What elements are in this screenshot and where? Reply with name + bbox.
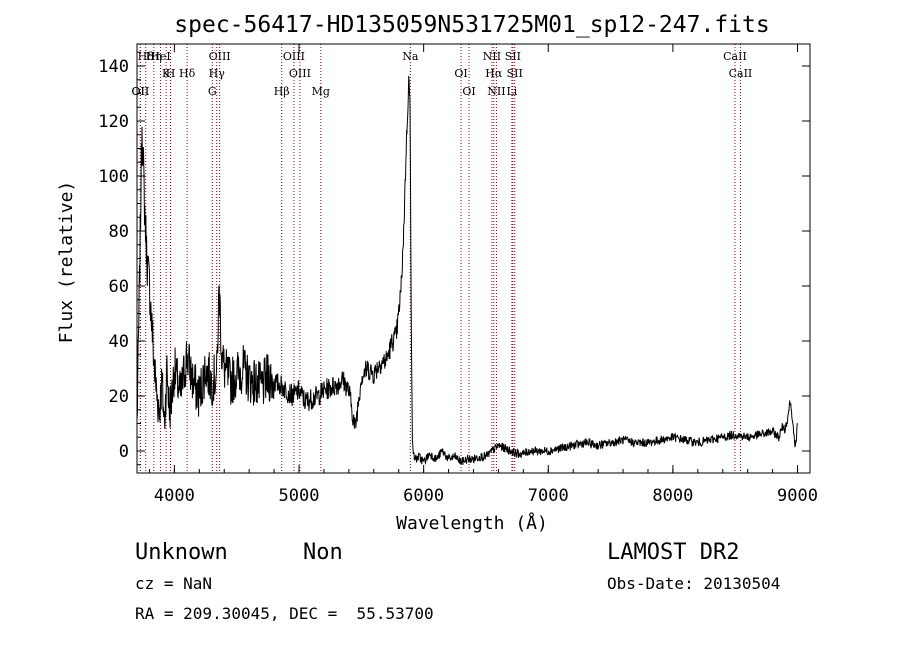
obs-date: Obs-Date: 20130504 bbox=[607, 574, 781, 593]
line-label: Hη bbox=[146, 50, 162, 63]
spectrum-series bbox=[136, 75, 798, 466]
x-tick-label: 6000 bbox=[403, 486, 444, 506]
y-tick-label: 100 bbox=[98, 167, 129, 187]
x-tick-label: 4000 bbox=[154, 486, 195, 506]
line-label: NII bbox=[483, 50, 501, 63]
line-label: G bbox=[208, 85, 217, 98]
y-tick-label: 20 bbox=[109, 387, 129, 407]
line-label: OI bbox=[454, 67, 467, 80]
line-label: HeI bbox=[150, 50, 170, 63]
y-tick-label: 60 bbox=[109, 277, 129, 297]
spectrum-line bbox=[136, 75, 798, 466]
object-class: Unknown bbox=[135, 540, 228, 565]
line-label: Hδ bbox=[179, 67, 196, 80]
line-label: CaII bbox=[723, 50, 747, 63]
line-label: Hβ bbox=[274, 85, 290, 98]
line-label: OIII bbox=[289, 67, 311, 80]
line-label: OII bbox=[132, 85, 150, 98]
y-axis-label: Flux (relative) bbox=[56, 181, 77, 344]
survey-name: LAMOST DR2 bbox=[607, 540, 740, 565]
x-tick-label: 9000 bbox=[777, 486, 818, 506]
y-tick-label: 0 bbox=[119, 442, 129, 462]
line-label: SII bbox=[507, 67, 523, 80]
x-tick-label: 5000 bbox=[279, 486, 320, 506]
line-label: Hα bbox=[485, 67, 503, 80]
y-axis-ticks: 0 20 40 60 80 100 120 140 bbox=[98, 51, 810, 466]
x-tick-label: 7000 bbox=[528, 486, 569, 506]
line-label: Li bbox=[506, 85, 517, 98]
plot-frame bbox=[136, 43, 811, 474]
y-tick-label: 80 bbox=[109, 222, 129, 242]
coordinates: RA = 209.30045, DEC = 55.53700 bbox=[135, 604, 434, 623]
line-label: Hδ bbox=[138, 50, 155, 63]
line-label: OII bbox=[132, 85, 150, 98]
y-tick-label: 120 bbox=[98, 112, 129, 132]
line-label: OI bbox=[462, 85, 475, 98]
object-subclass: Non bbox=[303, 540, 343, 565]
line-label: OIII bbox=[209, 50, 231, 63]
line-label: SII bbox=[505, 50, 521, 63]
line-label: Hγ bbox=[209, 67, 226, 80]
chart-title: spec-56417-HD135059N531725M01_sp12-247.f… bbox=[174, 12, 769, 38]
line-label: H bbox=[166, 67, 176, 80]
line-label: OIII bbox=[283, 50, 305, 63]
line-label: CaII bbox=[729, 67, 753, 80]
x-tick-label: 8000 bbox=[652, 486, 693, 506]
spectral-line-markers: HδKOIIHeIHδOIIHηHGOIIIHγHβOIIIOIIIMgNaOI… bbox=[132, 44, 753, 473]
line-label: Mg bbox=[312, 85, 330, 98]
line-label: NII bbox=[487, 85, 505, 98]
x-axis-label: Wavelength (Å) bbox=[396, 512, 548, 534]
x-axis-ticks: 4000 5000 6000 7000 8000 9000 bbox=[148, 44, 818, 506]
y-tick-label: 140 bbox=[98, 57, 129, 77]
y-tick-label: 40 bbox=[109, 332, 129, 352]
cz-value: cz = NaN bbox=[135, 574, 213, 593]
line-label: K bbox=[162, 67, 171, 80]
line-label: Na bbox=[402, 50, 419, 63]
